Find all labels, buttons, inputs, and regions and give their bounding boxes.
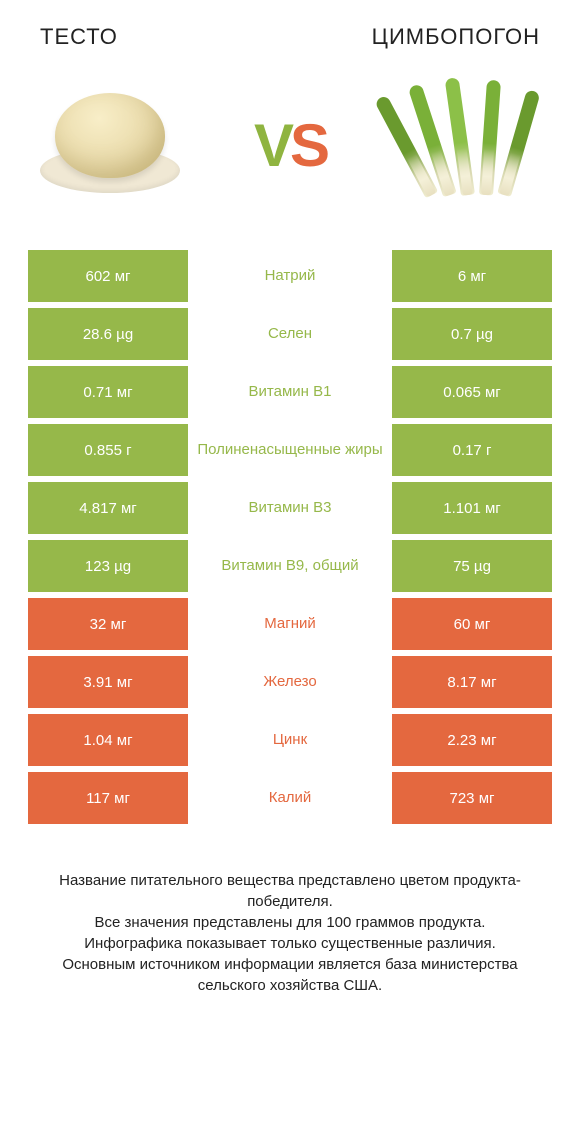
left-value-cell: 123 µg (28, 540, 188, 592)
left-value-cell: 602 мг (28, 250, 188, 302)
vs-label: VS (254, 111, 326, 180)
nutrient-label-cell: Калий (188, 772, 392, 824)
left-food-title: ТЕСТО (40, 24, 118, 50)
right-value-cell: 8.17 мг (392, 656, 552, 708)
nutrient-label-cell: Селен (188, 308, 392, 360)
left-value-cell: 0.71 мг (28, 366, 188, 418)
left-value-cell: 3.91 мг (28, 656, 188, 708)
nutrient-label-cell: Магний (188, 598, 392, 650)
right-value-cell: 75 µg (392, 540, 552, 592)
left-value-cell: 4.817 мг (28, 482, 188, 534)
right-value-cell: 60 мг (392, 598, 552, 650)
table-row: 117 мгКалий723 мг (28, 772, 552, 824)
table-row: 28.6 µgСелен0.7 µg (28, 308, 552, 360)
table-row: 123 µgВитамин B9, общий75 µg (28, 540, 552, 592)
nutrient-label-cell: Витамин B9, общий (188, 540, 392, 592)
nutrition-table: 602 мгНатрий6 мг 28.6 µgСелен0.7 µg 0.71 м… (0, 250, 580, 824)
footer-line: Инфографика показывает только существенн… (30, 933, 550, 954)
lemongrass-stalk (497, 89, 540, 197)
footer-line: Название питательного вещества представл… (30, 870, 550, 912)
table-row: 32 мгМагний60 мг (28, 598, 552, 650)
nutrient-label-cell: Витамин B1 (188, 366, 392, 418)
table-row: 4.817 мгВитамин B31.101 мг (28, 482, 552, 534)
right-value-cell: 723 мг (392, 772, 552, 824)
right-value-cell: 0.065 мг (392, 366, 552, 418)
nutrient-label-cell: Цинк (188, 714, 392, 766)
right-value-cell: 1.101 мг (392, 482, 552, 534)
right-value-cell: 6 мг (392, 250, 552, 302)
lemongrass-illustration (390, 80, 550, 210)
vs-v-letter: V (254, 112, 290, 179)
nutrient-label-cell: Полиненасыщенные жиры (188, 424, 392, 476)
footer-note: Название питательного вещества представл… (0, 830, 580, 996)
right-value-cell: 0.17 г (392, 424, 552, 476)
nutrient-label-cell: Витамин B3 (188, 482, 392, 534)
footer-line: Основным источником информации является … (30, 954, 550, 996)
dough-illustration (30, 80, 190, 210)
image-row: VS (0, 50, 580, 250)
left-value-cell: 32 мг (28, 598, 188, 650)
left-value-cell: 28.6 µg (28, 308, 188, 360)
footer-line: Все значения представлены для 100 граммо… (30, 912, 550, 933)
vs-s-letter: S (290, 112, 326, 179)
right-value-cell: 2.23 мг (392, 714, 552, 766)
right-value-cell: 0.7 µg (392, 308, 552, 360)
right-food-title: ЦИМБОПОГОН (372, 24, 540, 50)
table-row: 3.91 мгЖелезо8.17 мг (28, 656, 552, 708)
left-value-cell: 0.855 г (28, 424, 188, 476)
nutrient-label-cell: Железо (188, 656, 392, 708)
lemongrass-stalk (479, 80, 501, 196)
table-row: 0.71 мгВитамин B10.065 мг (28, 366, 552, 418)
table-row: 1.04 мгЦинк2.23 мг (28, 714, 552, 766)
header-row: ТЕСТО ЦИМБОПОГОН (0, 0, 580, 50)
table-row: 0.855 гПолиненасыщенные жиры0.17 г (28, 424, 552, 476)
left-value-cell: 117 мг (28, 772, 188, 824)
left-value-cell: 1.04 мг (28, 714, 188, 766)
table-row: 602 мгНатрий6 мг (28, 250, 552, 302)
nutrient-label-cell: Натрий (188, 250, 392, 302)
